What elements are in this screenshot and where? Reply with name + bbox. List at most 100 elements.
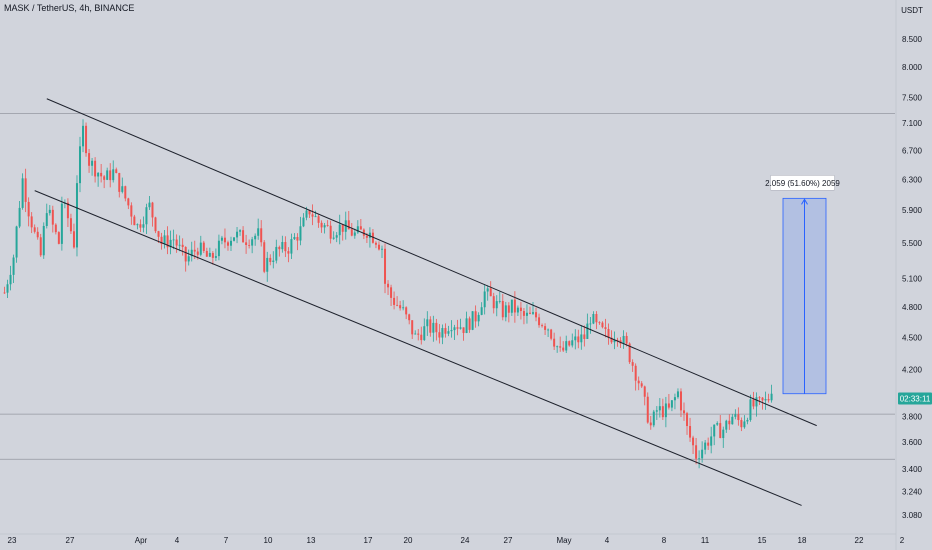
price-tick-label: 7.100: [902, 119, 923, 128]
candle-body: [562, 347, 565, 351]
candle-body: [106, 170, 109, 180]
price-tick-label: 5.500: [902, 239, 923, 248]
candle-body: [749, 399, 752, 420]
candle-body: [91, 160, 94, 166]
candle-body: [438, 332, 441, 338]
candle-body: [260, 228, 263, 243]
candle-body: [544, 326, 547, 330]
time-tick-label: 22: [855, 536, 864, 545]
candle-body: [175, 239, 178, 246]
chart-title: MASK / TetherUS, 4h, BINANCE: [4, 3, 135, 13]
candle-body: [713, 424, 716, 437]
candle-body: [36, 231, 39, 238]
candle-body: [127, 198, 130, 206]
price-tick-label: 4.200: [902, 366, 923, 375]
candle-body: [525, 312, 528, 316]
candle-body: [30, 216, 33, 228]
candle-body: [480, 307, 483, 315]
candle-body: [701, 449, 704, 459]
candle-body: [399, 305, 402, 309]
candle-body: [51, 209, 54, 225]
price-tick-label: 6.700: [902, 146, 923, 155]
time-tick-label: Apr: [135, 536, 148, 545]
candle-body: [764, 399, 767, 401]
candle-body: [393, 297, 396, 305]
price-axis-panel: [897, 0, 932, 550]
candle-body: [462, 327, 465, 334]
candle-body: [205, 250, 208, 257]
candle-body: [673, 397, 676, 401]
candle-body: [643, 386, 646, 397]
candle-body: [483, 291, 486, 308]
candle-body: [184, 246, 187, 262]
candle-body: [628, 343, 631, 363]
candle-body: [471, 311, 474, 330]
candle-body: [652, 411, 655, 426]
candle-body: [737, 414, 740, 421]
candle-body: [257, 228, 260, 236]
candle-body: [359, 226, 362, 230]
candle-body: [18, 207, 21, 227]
candle-body: [21, 178, 24, 208]
candle-body: [746, 419, 749, 422]
candle-body: [151, 202, 154, 218]
candle-body: [226, 242, 229, 246]
candle-body: [326, 225, 329, 226]
candle-body: [743, 421, 746, 428]
candle-body: [239, 230, 242, 232]
candle-body: [242, 230, 245, 243]
candle-body: [320, 222, 323, 228]
candle-body: [538, 317, 541, 326]
price-tick-label: 3.400: [902, 465, 923, 474]
candle-body: [686, 413, 689, 427]
candle-body: [622, 335, 625, 344]
current-price-label: 02:33:11: [900, 394, 931, 403]
candle-body: [692, 437, 695, 446]
candle-body: [223, 237, 226, 243]
time-tick-label: 4: [605, 536, 610, 545]
candle-body: [193, 249, 196, 252]
candle-body: [12, 257, 15, 275]
candle-body: [187, 256, 190, 262]
candle-body: [501, 300, 504, 318]
candle-body: [670, 400, 673, 408]
time-tick-label: 24: [461, 536, 470, 545]
candle-body: [136, 224, 139, 226]
candle-body: [522, 311, 525, 316]
candle-body: [740, 420, 743, 428]
candle-body: [341, 224, 344, 232]
candle-body: [390, 287, 393, 298]
candle-body: [728, 420, 731, 425]
candle-body: [631, 362, 634, 366]
candle-body: [761, 397, 764, 401]
candle-body: [583, 334, 586, 339]
candle-body: [441, 328, 444, 338]
candle-body: [510, 299, 513, 313]
candle-body: [245, 242, 248, 245]
candle-body: [387, 283, 390, 288]
candle-body: [435, 322, 438, 333]
candle-body: [296, 237, 299, 241]
candle-body: [465, 318, 468, 334]
candle-body: [453, 327, 456, 331]
candle-body: [402, 307, 405, 309]
candle-body: [311, 214, 314, 217]
candle-body: [646, 396, 649, 423]
price-tick-label: 3.800: [902, 413, 923, 422]
candle-body: [541, 325, 544, 327]
candle-body: [429, 319, 432, 333]
time-tick-label: 8: [662, 536, 667, 545]
candle-body: [145, 207, 148, 225]
candle-body: [368, 232, 371, 238]
candle-body: [689, 426, 692, 438]
candle-body: [332, 237, 335, 239]
candle-body: [498, 300, 501, 302]
price-tick-label: 4.500: [902, 333, 923, 342]
candle-body: [408, 314, 411, 321]
candle-body: [196, 251, 199, 255]
time-tick-label: 18: [798, 536, 807, 545]
candle-body: [214, 256, 217, 258]
candle-body: [447, 331, 450, 334]
current-price-tag: [898, 392, 932, 405]
